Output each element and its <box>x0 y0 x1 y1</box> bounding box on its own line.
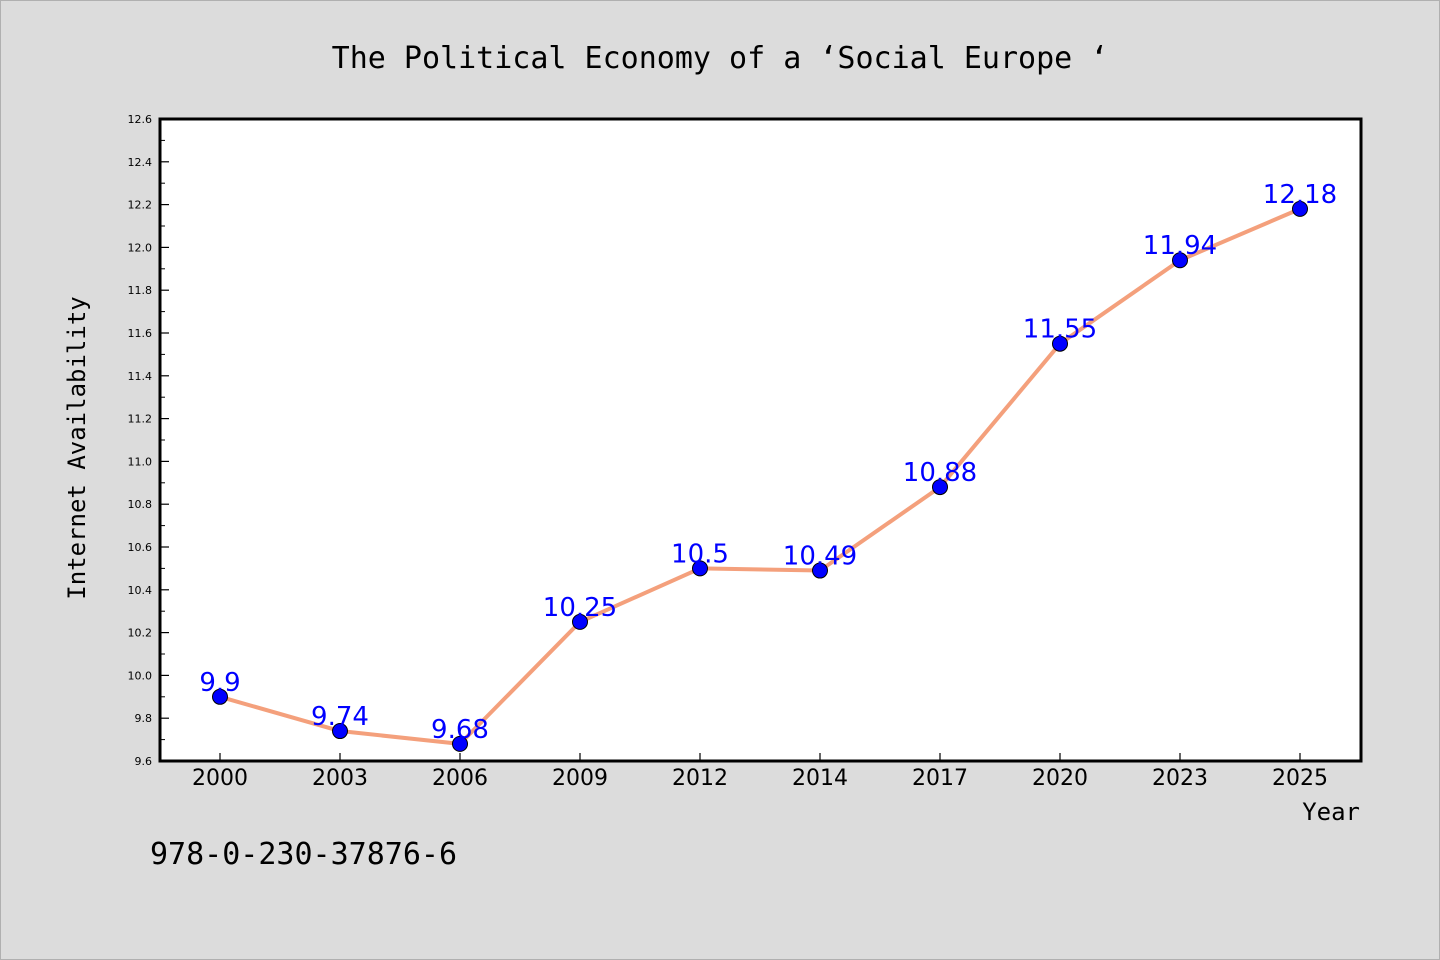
data-markers <box>212 200 1308 752</box>
y-tick-label: 12.4 <box>128 156 153 169</box>
y-tick-label: 11.0 <box>128 455 153 468</box>
y-tick-label: 10.6 <box>128 541 153 554</box>
y-tick-label: 11.6 <box>128 327 153 340</box>
data-label: 11.94 <box>1143 231 1217 261</box>
y-tick-label: 11.8 <box>128 284 153 297</box>
y-tick-label: 10.0 <box>128 669 153 682</box>
data-label: 9.68 <box>431 715 489 745</box>
x-tick-label: 2020 <box>1032 766 1088 791</box>
data-point <box>812 562 828 579</box>
y-tick-label: 10.4 <box>128 584 153 597</box>
y-tick-label: 10.8 <box>128 498 153 511</box>
series-line <box>219 207 1301 746</box>
x-tick-label: 2006 <box>432 766 488 791</box>
data-point <box>452 735 468 752</box>
isbn-text: 978-0-230-37876-6 <box>150 837 457 872</box>
y-tick-label: 11.2 <box>128 413 153 426</box>
x-tick-label: 2003 <box>312 766 368 791</box>
y-axis-label: Internet Availability <box>63 296 91 599</box>
y-tick-label: 12.6 <box>128 113 153 126</box>
x-tick-label: 2017 <box>912 766 968 791</box>
x-tick-label: 2023 <box>1152 766 1208 791</box>
y-tick-label: 11.4 <box>128 370 153 383</box>
plot-area <box>158 117 1363 763</box>
data-labels: 9.9 9.74 9.68 10.25 10.5 10.49 10.88 11.55 11.94… <box>199 180 1337 745</box>
y-tick-label: 9.8 <box>135 712 153 725</box>
data-point <box>1172 252 1188 269</box>
x-tick-label: 2012 <box>672 766 728 791</box>
y-axis: 9.6 9.8 10.0 10.2 10.4 10.6 10.8 11.0 11.2 11.4 11… <box>128 113 169 768</box>
y-tick-label: 10.2 <box>128 627 153 640</box>
y-tick-label: 12.0 <box>128 241 153 254</box>
data-label: 10.88 <box>903 458 977 488</box>
data-label: 11.55 <box>1023 315 1097 345</box>
x-tick-label: 2000 <box>192 766 248 791</box>
data-label: 10.5 <box>671 539 729 569</box>
data-label: 10.49 <box>783 542 857 572</box>
data-point <box>932 479 948 496</box>
data-point <box>332 723 348 740</box>
data-point <box>572 613 588 630</box>
x-axis: 2000 2003 2006 2009 2012 2014 2017 2020 2023 2025 <box>192 753 1328 791</box>
data-label: 9.74 <box>311 702 369 732</box>
y-tick-label: 12.2 <box>128 199 153 212</box>
data-label: 9.9 <box>199 668 240 698</box>
x-tick-label: 2009 <box>552 766 608 791</box>
data-point <box>1052 335 1068 352</box>
data-point <box>1292 200 1308 217</box>
x-tick-label: 2014 <box>792 766 848 791</box>
data-point <box>212 688 228 705</box>
data-point <box>692 560 708 577</box>
x-tick-label: 2025 <box>1272 766 1328 791</box>
chart-title: The Political Economy of a ‘Social Europ… <box>332 41 1109 76</box>
data-label: 12.18 <box>1263 180 1337 210</box>
x-axis-label: Year <box>1302 798 1360 826</box>
data-label: 10.25 <box>543 593 617 623</box>
y-tick-label: 9.6 <box>135 755 153 768</box>
